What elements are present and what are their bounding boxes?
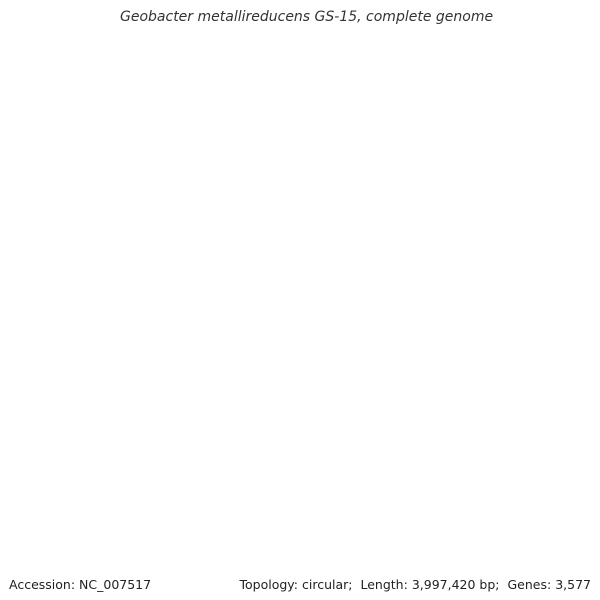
accession-info: Accession: NC_007517: [9, 577, 151, 592]
genome-stats: Topology: circular; Length: 3,997,420 bp; …: [239, 577, 592, 592]
length-label: Length:: [360, 577, 408, 592]
genes-label: Genes:: [507, 577, 552, 592]
accession-value: NC_007517: [79, 577, 152, 592]
topology-value: circular: [302, 577, 349, 592]
topology-label: Topology:: [239, 577, 299, 592]
genes-value: 3,577: [555, 577, 591, 592]
accession-label: Accession:: [9, 577, 76, 592]
genome-title: Geobacter metallireducens GS-15, complet…: [120, 9, 494, 25]
length-value: 3,997,420 bp: [411, 577, 496, 592]
